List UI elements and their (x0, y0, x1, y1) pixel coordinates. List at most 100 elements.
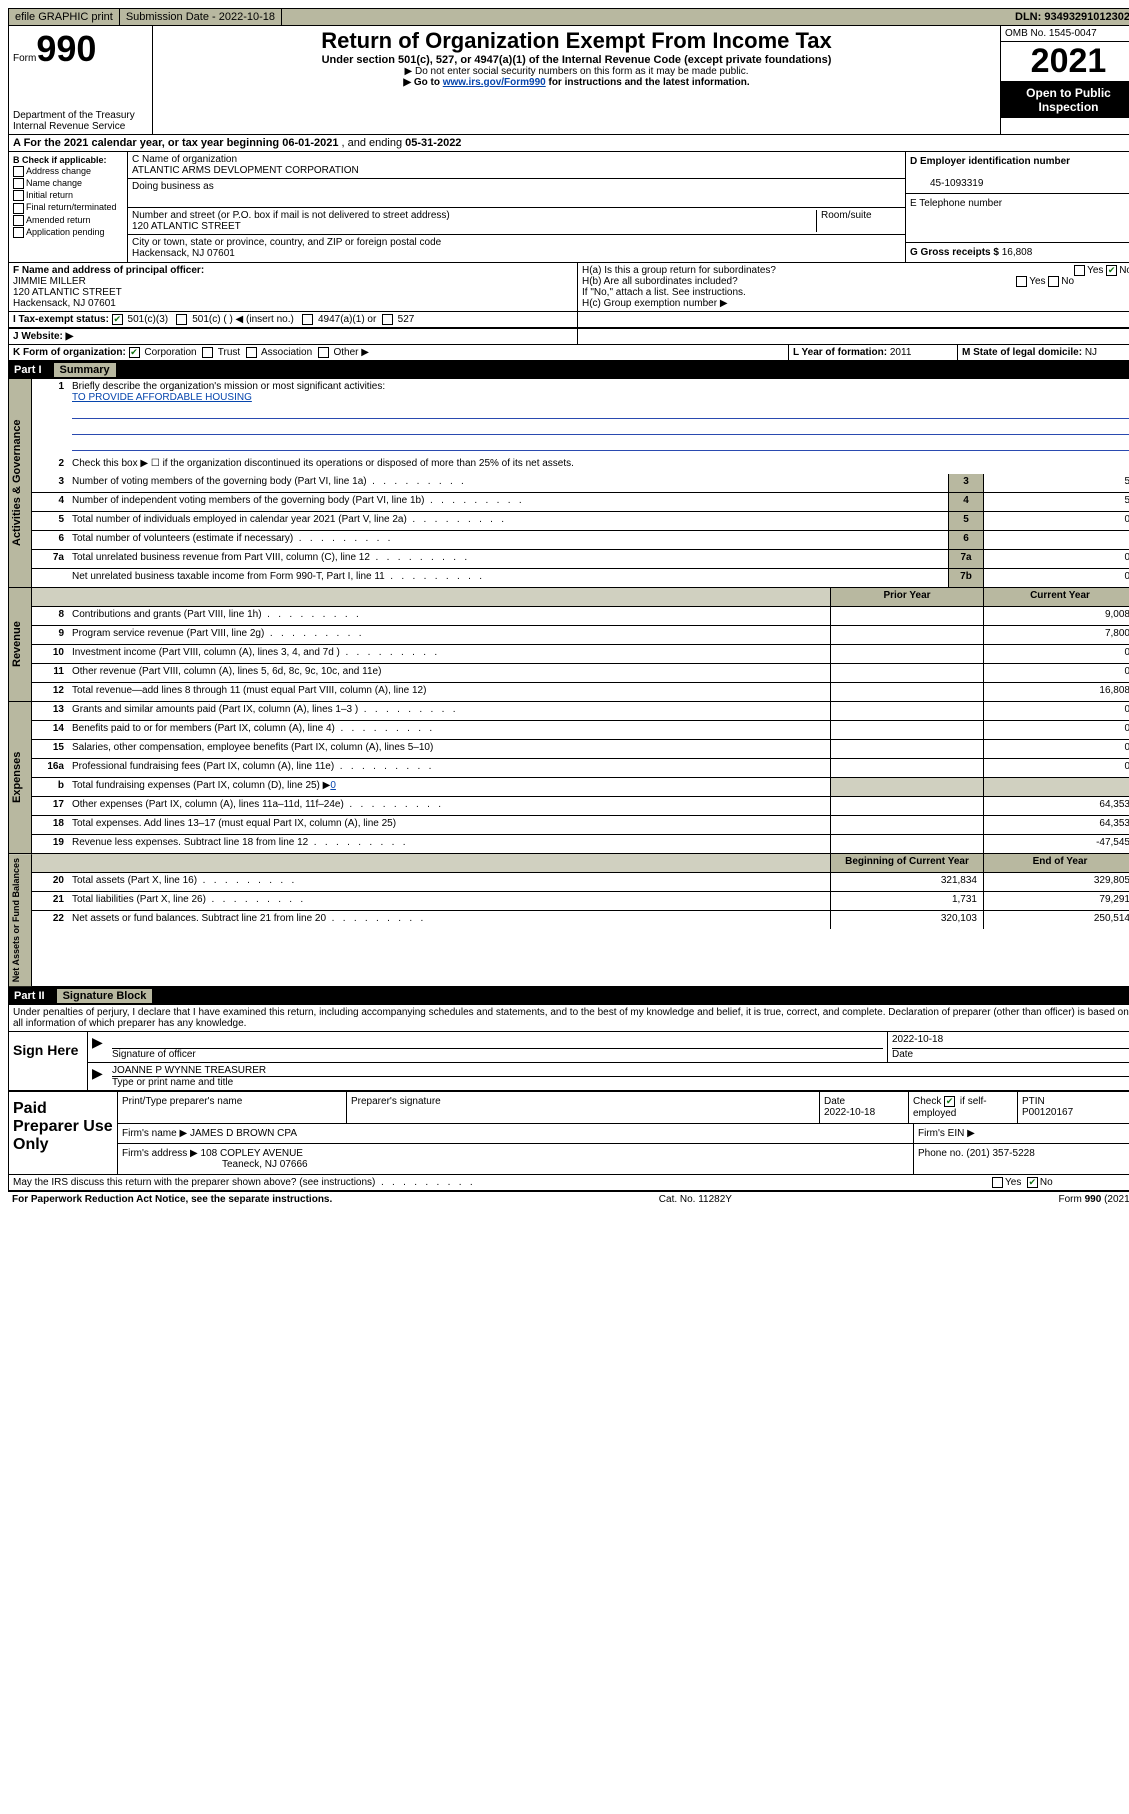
type-name-label: Type or print name and title (112, 1077, 233, 1088)
year-formation-label: L Year of formation: (793, 347, 890, 358)
submission-date: Submission Date - 2022-10-18 (120, 9, 282, 25)
officer-name-title: JOANNE P WYNNE TREASURER (112, 1065, 1129, 1077)
form-ref: Form 990 (2021) (1059, 1194, 1129, 1205)
v4: 5 (983, 493, 1129, 511)
block-b-checkboxes: B Check if applicable: Address change Na… (9, 152, 128, 262)
tax-period: A For the 2021 calendar year, or tax yea… (8, 135, 1129, 152)
discuss-yes-checkbox[interactable] (992, 1177, 1003, 1188)
ha-yes-checkbox[interactable] (1074, 265, 1085, 276)
v7b: 0 (983, 569, 1129, 587)
sig-officer-label: Signature of officer (112, 1049, 196, 1060)
state-domicile-label: M State of legal domicile: (962, 347, 1085, 358)
ein-value: 45-1093319 (930, 178, 983, 189)
discuss-question: May the IRS discuss this return with the… (13, 1177, 473, 1188)
ha-no-checkbox[interactable] (1106, 265, 1117, 276)
dept-label: Department of the Treasury (13, 110, 148, 121)
end-year-header: End of Year (983, 854, 1129, 872)
firm-address-1: 108 COPLEY AVENUE (201, 1148, 303, 1159)
q3: Number of voting members of the governin… (68, 474, 948, 492)
cat-no: Cat. No. 11282Y (659, 1194, 732, 1205)
hb-note: If "No," attach a list. See instructions… (582, 287, 1129, 298)
v7a: 0 (983, 550, 1129, 568)
hb-label: H(b) Are all subordinates included? (582, 276, 738, 287)
paid-preparer-label: Paid Preparer Use Only (9, 1092, 118, 1173)
vtab-revenue: Revenue (9, 588, 32, 701)
application-pending-checkbox[interactable] (13, 227, 24, 238)
hb-yes-checkbox[interactable] (1016, 276, 1027, 287)
527-checkbox[interactable] (382, 314, 393, 325)
efile-print-label[interactable]: efile GRAPHIC print (9, 9, 120, 25)
q5: Total number of individuals employed in … (68, 512, 948, 530)
hb-no-checkbox[interactable] (1048, 276, 1059, 287)
firm-ein-label: Firm's EIN ▶ (914, 1124, 1129, 1143)
firm-address-2: Teaneck, NJ 07666 (222, 1159, 308, 1170)
v3: 5 (983, 474, 1129, 492)
sign-here-label: Sign Here (9, 1032, 88, 1090)
form-subtitle: Under section 501(c), 527, or 4947(a)(1)… (159, 54, 994, 66)
q6: Total number of volunteers (estimate if … (68, 531, 948, 549)
tax-exempt-label: I Tax-exempt status: (13, 314, 109, 325)
trust-checkbox[interactable] (202, 347, 213, 358)
current-year-header: Current Year (983, 588, 1129, 606)
q7b: Net unrelated business taxable income fr… (68, 569, 948, 587)
hc-label: H(c) Group exemption number ▶ (582, 298, 1129, 309)
self-employed-checkbox[interactable] (944, 1096, 955, 1107)
officer-street: 120 ATLANTIC STREET (13, 287, 122, 298)
irs-link[interactable]: www.irs.gov/Form990 (443, 77, 546, 88)
initial-return-checkbox[interactable] (13, 190, 24, 201)
q4: Number of independent voting members of … (68, 493, 948, 511)
vtab-expenses: Expenses (9, 702, 32, 853)
paperwork-notice: For Paperwork Reduction Act Notice, see … (12, 1194, 332, 1205)
amended-return-checkbox[interactable] (13, 215, 24, 226)
firm-phone: (201) 357-5228 (966, 1148, 1034, 1159)
room-suite-label: Room/suite (816, 210, 901, 232)
arrow-icon: ▶ (88, 1063, 108, 1090)
ptin-value: P00120167 (1022, 1107, 1073, 1118)
q7a: Total unrelated business revenue from Pa… (68, 550, 948, 568)
form-note-2: ▶ Go to www.irs.gov/Form990 for instruct… (159, 77, 994, 88)
arrow-icon: ▶ (88, 1032, 108, 1062)
other-checkbox[interactable] (318, 347, 329, 358)
paid-preparer-block: Paid Preparer Use Only Print/Type prepar… (8, 1091, 1129, 1174)
vtab-net-assets: Net Assets or Fund Balances (9, 854, 32, 986)
vtab-governance: Activities & Governance (9, 379, 32, 587)
year-formation-value: 2011 (890, 347, 912, 358)
name-change-checkbox[interactable] (13, 178, 24, 189)
gross-receipts-value: 16,808 (1002, 247, 1033, 258)
dba-label: Doing business as (132, 181, 214, 192)
discuss-no-checkbox[interactable] (1027, 1177, 1038, 1188)
501c3-checkbox[interactable] (112, 314, 123, 325)
telephone-label: E Telephone number (910, 198, 1002, 209)
prior-year-header: Prior Year (830, 588, 983, 606)
city-value: Hackensack, NJ 07601 (132, 248, 235, 259)
dln-number: DLN: 93493291012302 (1009, 9, 1129, 25)
sig-date-value: 2022-10-18 (892, 1034, 1129, 1049)
mission-text: TO PROVIDE AFFORDABLE HOUSING (72, 392, 252, 403)
corporation-checkbox[interactable] (129, 347, 140, 358)
part-1-header: Part I Summary (8, 361, 1129, 379)
street-value: 120 ATLANTIC STREET (132, 221, 241, 232)
form-title: Return of Organization Exempt From Incom… (159, 28, 994, 54)
firm-name: JAMES D BROWN CPA (190, 1128, 297, 1139)
part-2-header: Part II Signature Block (8, 987, 1129, 1005)
final-return-checkbox[interactable] (13, 203, 24, 214)
efile-topbar: efile GRAPHIC print Submission Date - 20… (8, 8, 1129, 26)
4947-checkbox[interactable] (302, 314, 313, 325)
omb-number: OMB No. 1545-0047 (1001, 26, 1129, 42)
ha-label: H(a) Is this a group return for subordin… (582, 265, 776, 276)
v6 (983, 531, 1129, 549)
officer-name: JIMMIE MILLER (13, 276, 86, 287)
association-checkbox[interactable] (246, 347, 257, 358)
state-domicile-value: NJ (1085, 347, 1097, 358)
preparer-sig-label: Preparer's signature (347, 1092, 820, 1122)
form-number: Form990 (13, 28, 148, 70)
q2: Check this box ▶ ☐ if the organization d… (68, 456, 1129, 474)
website-label: J Website: ▶ (13, 331, 73, 342)
page-footer: For Paperwork Reduction Act Notice, see … (8, 1192, 1129, 1207)
officer-label: F Name and address of principal officer: (13, 265, 204, 276)
officer-group-block: F Name and address of principal officer:… (8, 263, 1129, 312)
street-label: Number and street (or P.O. box if mail i… (132, 210, 450, 221)
prep-date-value: 2022-10-18 (824, 1107, 875, 1118)
address-change-checkbox[interactable] (13, 166, 24, 177)
501c-checkbox[interactable] (176, 314, 187, 325)
